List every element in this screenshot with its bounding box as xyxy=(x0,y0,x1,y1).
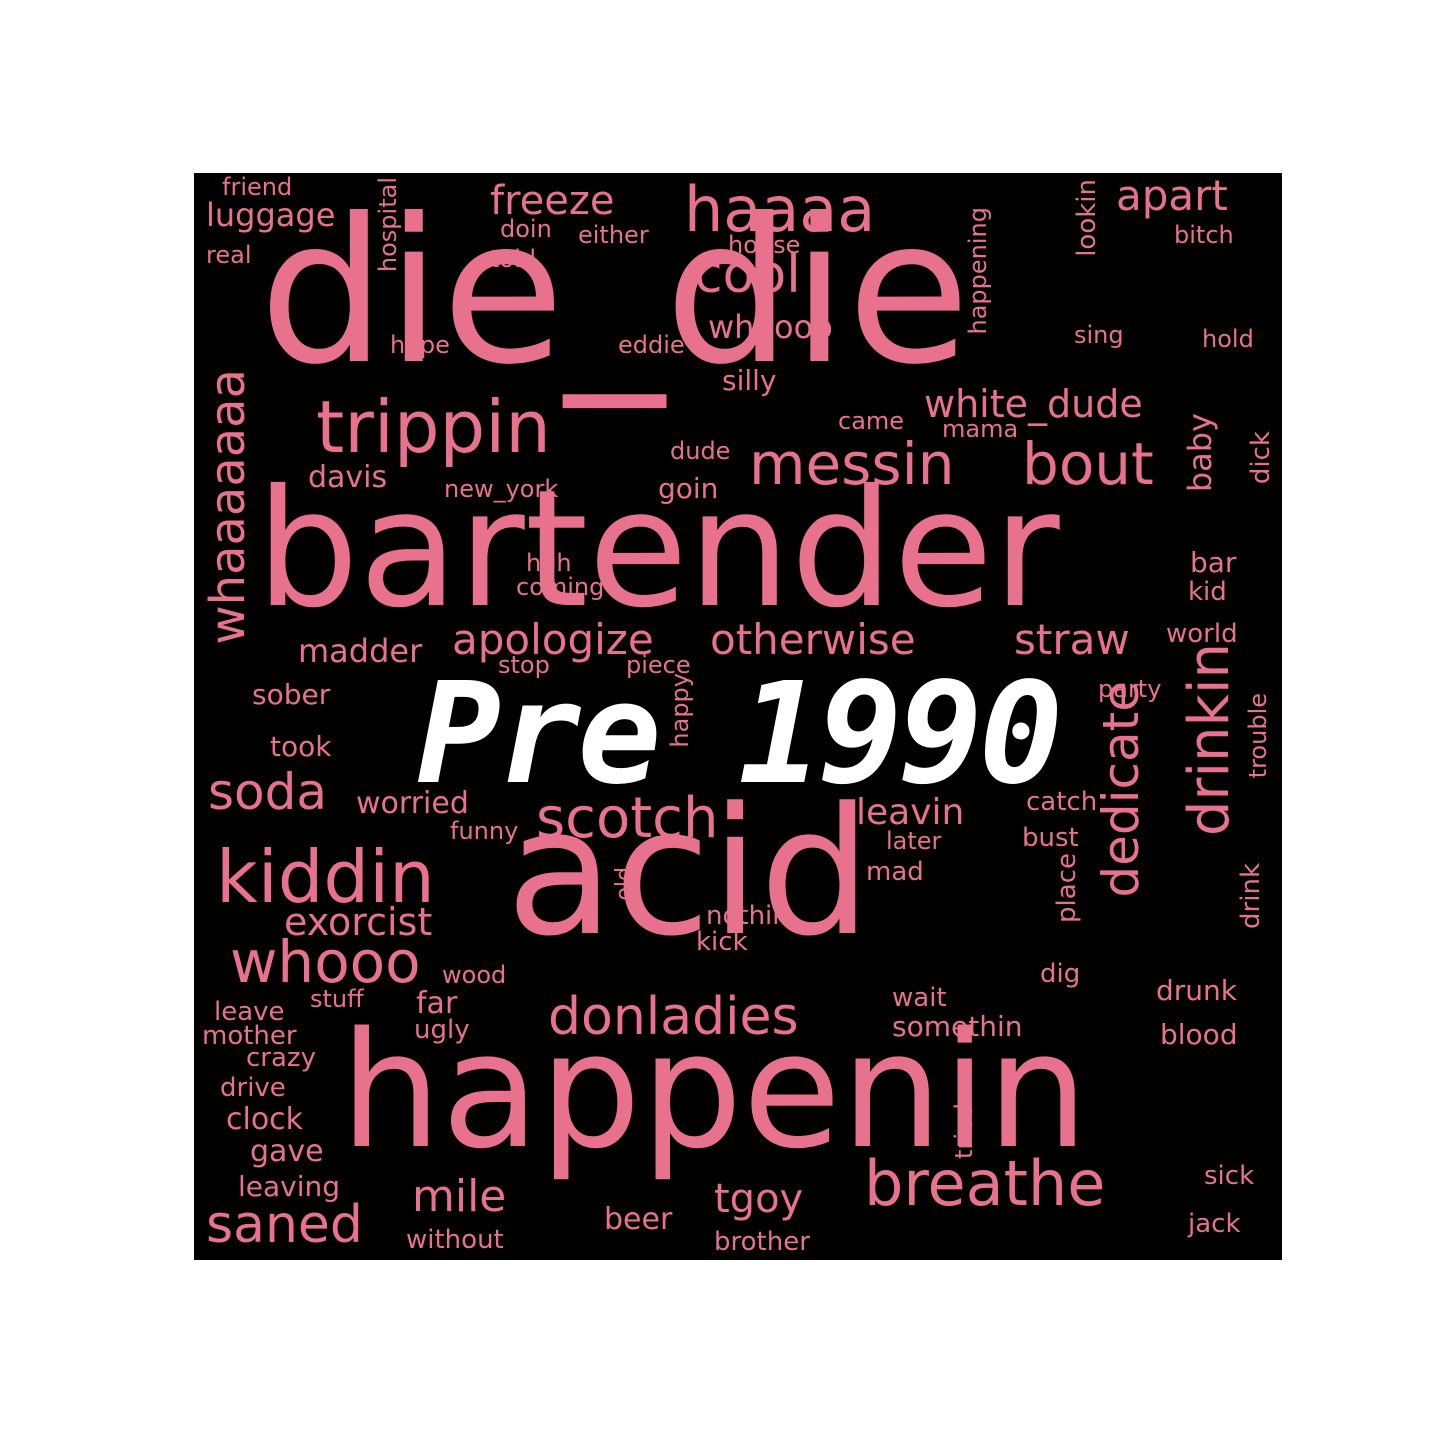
word: ugly xyxy=(414,1015,470,1045)
word: die_die xyxy=(259,176,971,409)
word: happenin xyxy=(340,997,1089,1184)
word: brother xyxy=(714,1227,810,1257)
word: silly xyxy=(722,364,777,397)
word: hope xyxy=(390,331,450,359)
word: acid xyxy=(506,770,872,975)
word: mother xyxy=(202,1021,297,1051)
word: came xyxy=(838,407,905,435)
word: bar xyxy=(1190,546,1237,579)
word: gave xyxy=(250,1134,324,1169)
word: drunk xyxy=(1156,974,1237,1007)
word: straw xyxy=(1014,615,1130,664)
word: bust xyxy=(1022,823,1079,853)
word: trippin xyxy=(316,385,551,469)
word: dude xyxy=(670,437,731,465)
word: kick xyxy=(696,927,748,957)
word: somethin xyxy=(892,1010,1023,1043)
word: mama xyxy=(942,415,1019,443)
word: bout xyxy=(1022,430,1154,498)
word: madder xyxy=(298,632,423,670)
word: tgoy xyxy=(714,1176,804,1222)
word: wait xyxy=(892,983,947,1013)
word: nothin xyxy=(706,901,789,931)
word: world xyxy=(1166,619,1238,649)
word: took xyxy=(270,730,332,763)
word: blood xyxy=(1160,1018,1238,1051)
word: hold xyxy=(1202,325,1254,353)
word: soda xyxy=(208,763,328,821)
word: kiddin xyxy=(216,835,435,919)
word: whaaaaaaa xyxy=(200,369,256,645)
word: baby xyxy=(1181,413,1219,493)
word: new_york xyxy=(444,475,559,503)
word: white_dude xyxy=(924,382,1143,426)
word: friend xyxy=(222,173,293,201)
word: otherwise xyxy=(710,615,916,664)
word: wood xyxy=(442,961,507,989)
word: goin xyxy=(658,472,719,505)
word: huh xyxy=(526,549,572,577)
word: whooo xyxy=(230,928,421,996)
word: beer xyxy=(604,1202,673,1237)
word: sing xyxy=(1074,321,1124,349)
word: saned xyxy=(206,1195,363,1255)
word: mad xyxy=(866,857,924,887)
word: happening xyxy=(964,207,992,335)
word: leave xyxy=(214,997,285,1027)
word: dick xyxy=(1246,431,1276,485)
word: worried xyxy=(356,786,469,821)
word: apart xyxy=(1116,173,1228,220)
word-cloud: die_die bartender acid happenin trippin … xyxy=(194,173,1282,1260)
word: leavin xyxy=(856,792,965,833)
word: bitch xyxy=(1174,221,1234,249)
word: drive xyxy=(220,1073,286,1103)
word: stop xyxy=(498,651,550,679)
word: doin xyxy=(500,215,552,243)
word: far xyxy=(416,986,458,1021)
word: drink xyxy=(1236,863,1266,929)
word: hospital xyxy=(374,177,402,273)
word: crazy xyxy=(246,1043,316,1073)
word: cool xyxy=(694,245,801,305)
word: bartender xyxy=(256,456,1060,644)
word: mile xyxy=(412,1171,507,1222)
word: davis xyxy=(308,460,388,495)
word: leaving xyxy=(238,1170,341,1203)
word: jack xyxy=(1188,1209,1241,1239)
word: breathe xyxy=(864,1147,1106,1220)
cloud-title: Pre 1990 xyxy=(415,653,1064,816)
word: party xyxy=(1098,675,1162,703)
word: either xyxy=(578,221,649,249)
word: dig xyxy=(1040,959,1081,989)
word: clock xyxy=(226,1102,304,1137)
word: later xyxy=(886,827,942,855)
word: haaaa xyxy=(684,173,876,246)
word: kid xyxy=(1188,577,1227,607)
word: scotch xyxy=(536,786,719,851)
word: told xyxy=(490,245,536,273)
word: whoooo xyxy=(708,308,833,346)
word: sick xyxy=(1204,1161,1255,1191)
word: old xyxy=(612,867,637,901)
word: luggage xyxy=(206,196,336,234)
word: sober xyxy=(252,678,331,711)
word: piece xyxy=(626,651,691,679)
word: donladies xyxy=(548,987,799,1047)
word: real xyxy=(206,241,252,269)
word: freeze xyxy=(490,178,615,224)
word: funny xyxy=(450,817,519,845)
word: without xyxy=(406,1225,504,1255)
word: coming xyxy=(516,573,605,601)
word: catch xyxy=(1026,787,1098,817)
word: eddie xyxy=(618,331,685,359)
word: messin xyxy=(749,430,955,498)
word: stuff xyxy=(310,985,364,1013)
word: lookin xyxy=(1072,179,1102,257)
word: exorcist xyxy=(284,900,433,944)
word: apologize xyxy=(452,615,654,664)
word: place xyxy=(1052,853,1082,923)
word: house xyxy=(728,231,801,259)
